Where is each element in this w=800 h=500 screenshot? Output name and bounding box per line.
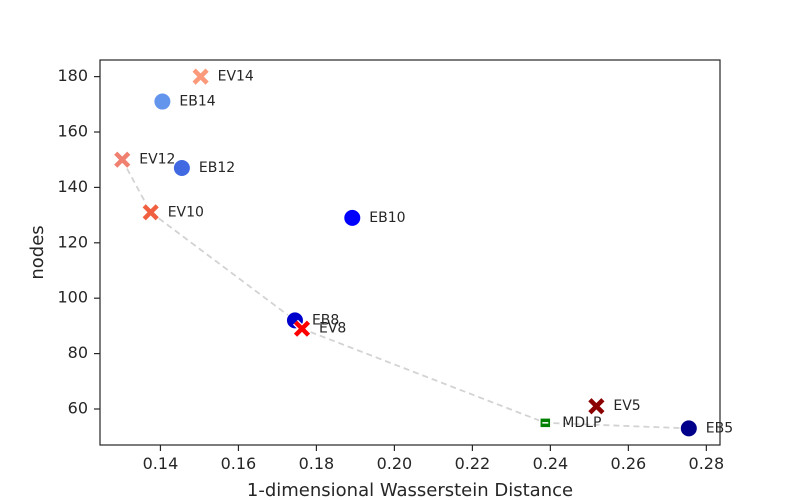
y-tick-label: 140 [57,177,88,196]
x-tick-label: 0.26 [611,454,647,473]
point-label-eb10: EB10 [369,210,405,226]
point-ev12 [113,150,132,169]
y-tick-label: 60 [68,398,88,417]
point-ev5 [587,397,606,416]
point-eb14 [153,92,172,111]
point-eb12 [172,159,191,178]
y-tick-label: 120 [57,232,88,251]
point-label-ev5: EV5 [613,398,640,414]
point-label-ev14: EV14 [218,69,254,85]
x-axis: 0.14 0.16 0.18 0.20 0.22 0.24 0.26 0.28 [143,445,725,473]
x-tick-label: 0.20 [377,454,413,473]
point-label-ev8: EV8 [319,321,346,337]
y-tick-label: 160 [57,122,88,141]
x-tick-label: 0.28 [689,454,725,473]
x-tick-label: 0.16 [221,454,257,473]
point-label-mdlp: MDLP [562,415,601,431]
point-ev8 [293,319,311,338]
plot-frame [99,59,721,446]
x-axis-label: 1-dimensional Wasserstein Distance [247,480,573,500]
point-label-ev10: EV10 [168,204,204,220]
x-tick-label: 0.14 [143,454,179,473]
point-ev10 [141,203,160,222]
x-tick-label: 0.18 [299,454,335,473]
point-label-ev12: EV12 [139,152,175,168]
y-tick-label: 180 [57,66,88,85]
y-tick-label: 80 [68,343,88,362]
point-label-eb12: EB12 [199,160,235,176]
y-axis: 60 80 100 120 140 160 180 [57,66,100,417]
point-ev14 [191,67,210,86]
point-label-eb8: EB8 [312,312,339,328]
frontier-line [121,159,689,430]
y-axis-label: nodes [27,225,48,279]
point-eb10 [343,208,362,227]
y-tick-label: 100 [57,288,88,307]
x-tick-label: 0.24 [533,454,569,473]
point-label-eb14: EB14 [179,94,215,110]
x-tick-label: 0.22 [455,454,491,473]
points-layer [113,67,698,438]
frontier-layer [121,159,689,430]
point-eb5 [679,419,698,438]
